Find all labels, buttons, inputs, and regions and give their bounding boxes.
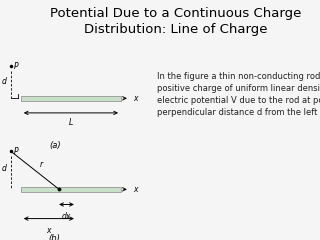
- Text: r: r: [40, 160, 43, 169]
- Text: Potential Due to a Continuous Charge
Distribution: Line of Charge: Potential Due to a Continuous Charge Dis…: [50, 7, 302, 36]
- Text: P: P: [13, 147, 18, 156]
- Text: d: d: [1, 77, 6, 86]
- Text: P: P: [13, 62, 18, 71]
- Bar: [21, 186, 121, 192]
- Text: (a): (a): [49, 141, 60, 150]
- Text: x: x: [47, 226, 51, 235]
- Text: d: d: [1, 164, 6, 173]
- Text: x: x: [133, 185, 137, 194]
- Text: In the figure a thin non-conducting rod of length L has a
positive charge of uni: In the figure a thin non-conducting rod …: [157, 72, 320, 117]
- Text: (b): (b): [49, 234, 61, 240]
- Text: L: L: [69, 118, 73, 127]
- Bar: [21, 96, 121, 101]
- Text: x: x: [133, 94, 137, 103]
- Text: dx: dx: [62, 211, 71, 221]
